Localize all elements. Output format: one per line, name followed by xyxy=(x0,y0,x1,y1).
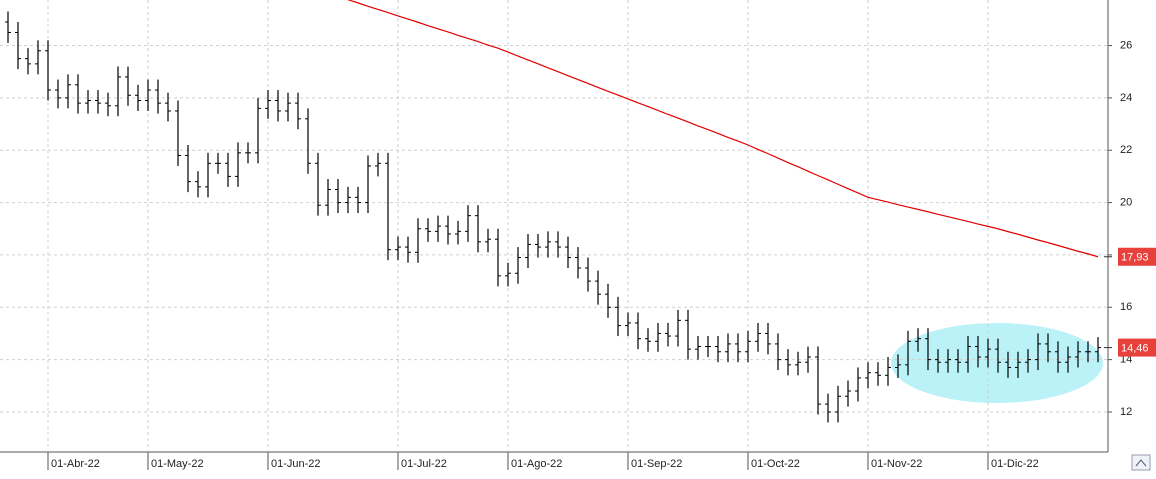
y-tick-label: 20 xyxy=(1120,196,1132,208)
last-value-label: 17,93 xyxy=(1121,252,1149,264)
x-tick-label: 01-Jun-22 xyxy=(271,458,321,470)
x-tick-label: 01-Oct-22 xyxy=(751,458,800,470)
y-tick-label: 12 xyxy=(1120,406,1132,418)
x-tick-label: 01-May-22 xyxy=(151,458,204,470)
y-tick-label: 24 xyxy=(1120,92,1132,104)
x-tick-label: 01-Ago-22 xyxy=(511,458,562,470)
x-tick-label: 01-Dic-22 xyxy=(991,458,1039,470)
scroll-button[interactable] xyxy=(1131,454,1151,471)
x-tick-label: 01-Nov-22 xyxy=(871,458,922,470)
last-value-box xyxy=(1118,338,1156,357)
last-value-box xyxy=(1118,247,1156,266)
y-tick-label: 16 xyxy=(1120,301,1132,313)
moving-average-line xyxy=(347,0,1099,258)
x-tick-label: 01-Sep-22 xyxy=(631,458,682,470)
last-value-label: 14,46 xyxy=(1121,342,1149,354)
x-tick-label: 01-Jul-22 xyxy=(401,458,447,470)
x-tick-label: 01-Abr-22 xyxy=(51,458,100,470)
y-tick-label: 26 xyxy=(1120,39,1132,51)
highlight-ellipse xyxy=(891,323,1103,403)
scroll-icon xyxy=(1135,459,1147,467)
y-tick-label: 22 xyxy=(1120,144,1132,156)
